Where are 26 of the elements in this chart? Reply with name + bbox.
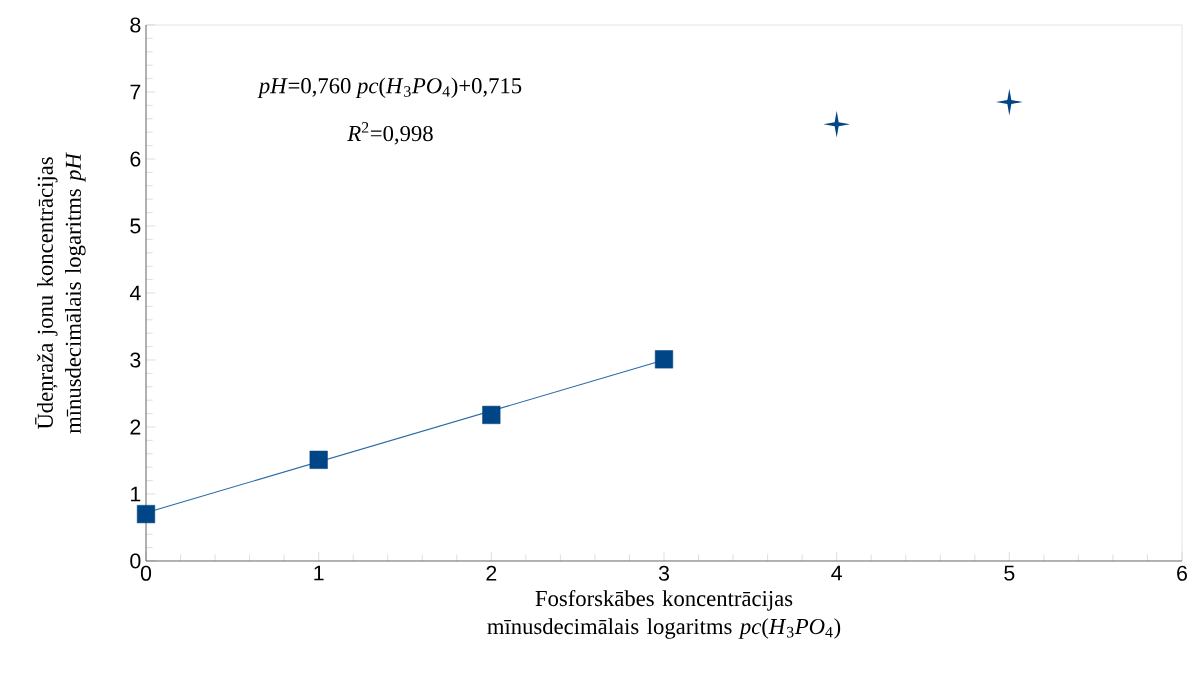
text: Fosforskābes koncentrācijas mīnusdecimālais logaritms pc(H$_{3}$PO$_{4}$) <box>487 589 841 639</box>
text: pH=0,760 pc(H$_{3}$PO$_{4}$)+0,715 <box>257 77 522 98</box>
y-tick-label: 7 <box>130 84 141 100</box>
point <box>136 505 156 524</box>
point <box>654 350 674 369</box>
y-tick-label: 6 <box>130 151 141 167</box>
y-tick-label: 5 <box>130 218 141 234</box>
y-tick-label: 0 <box>130 553 141 569</box>
x-tick-label: 4 <box>831 565 842 581</box>
y-tick-label: 8 <box>130 17 141 33</box>
y-tick-label: 3 <box>130 352 141 368</box>
x-tick-label: 3 <box>658 565 669 581</box>
y-axis-title: Ūdeņraža jonu koncentrācijas mīnusdecimālais logaritms pH <box>35 152 86 434</box>
y-tick-label: 4 <box>129 285 141 301</box>
point <box>309 450 328 469</box>
x-tick-label: 0 <box>140 565 152 581</box>
point <box>823 110 850 138</box>
y-tick-label: 2 <box>130 419 141 435</box>
x-tick-label: 2 <box>486 565 497 581</box>
point <box>996 88 1023 116</box>
point <box>482 405 501 424</box>
x-tick-label: 6 <box>1177 565 1187 581</box>
x-tick-label: 5 <box>1004 565 1015 581</box>
x-tick-label: 1 <box>314 565 324 581</box>
annotation: R$^{2}$=0,998 <box>347 122 433 145</box>
y-tick-label: 1 <box>131 486 141 502</box>
